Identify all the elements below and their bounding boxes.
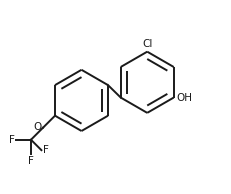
Text: F: F	[43, 145, 49, 155]
Text: O: O	[33, 122, 41, 132]
Text: OH: OH	[177, 93, 193, 103]
Text: Cl: Cl	[142, 39, 152, 49]
Text: F: F	[9, 135, 15, 145]
Text: F: F	[28, 156, 34, 166]
